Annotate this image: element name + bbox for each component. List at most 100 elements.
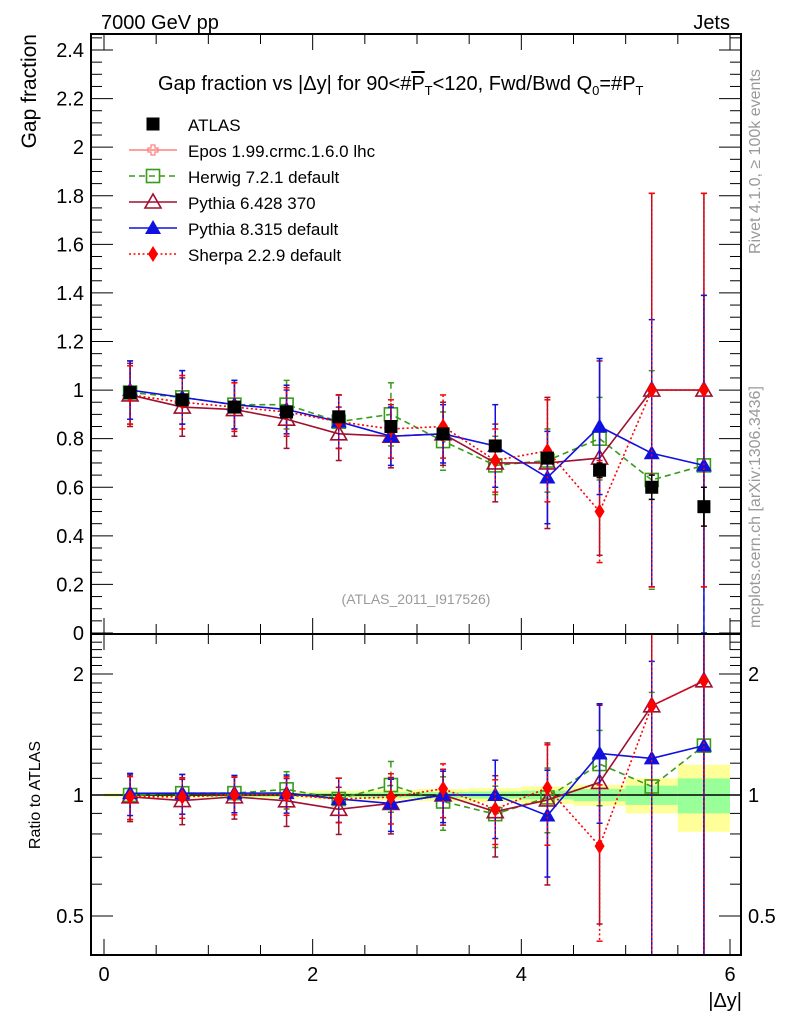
data-point [488,439,502,453]
series-line [129,389,704,514]
legend-item-pythia-6-428-370: Pythia 6.428 370 [129,192,316,213]
y-tick-label: 2 [73,137,84,159]
title-pt-sub: T [425,83,433,98]
mcplots-label: mcplots.cern.ch [arXiv:1306.3436] [747,386,764,628]
ratio-point [594,838,605,855]
legend-item-atlas: ATLAS [146,116,241,135]
legend-label: Epos 1.99.crmc.1.6.0 lhc [188,142,376,161]
ratio-y-tick-label: 0.5 [56,906,84,928]
ratio-y-tick-label: 2 [73,664,84,686]
y-tick-label: 0.8 [56,429,84,451]
main-series [120,192,714,634]
energy-label: 7000 GeV pp [101,12,219,34]
ratio-point [698,672,709,689]
y-tick-label: 1.8 [56,186,84,208]
ratio-point [542,779,553,796]
ratio-point [125,788,136,805]
ratio-point [591,745,608,760]
legend-item-herwig-7-2-1-default: Herwig 7.2.1 default [129,168,339,187]
data-point [227,400,241,414]
ratio-point [646,697,657,714]
title-pt: P [411,73,424,95]
x-axis-title: |Δy| [708,990,742,1012]
ratio-series-sherpa-2-2-9-default [125,633,709,956]
ratio-point [490,801,501,818]
ratio-point [281,787,292,803]
y-tick-label: 0.2 [56,574,84,596]
title-pt2: P [622,73,635,95]
data-point [645,480,659,494]
legend-label: ATLAS [188,116,241,135]
ratio-reference-band [104,764,730,832]
data-point [698,382,709,399]
y-tick-label: 1.6 [56,234,84,256]
legend-item-sherpa-2-2-9-default: Sherpa 2.2.9 default [129,246,341,265]
y-tick-label: 2.4 [56,40,84,62]
series-pythia-8-315-default [122,294,712,634]
y-tick-label: 0.6 [56,477,84,499]
legend-marker [143,192,163,209]
data-point [643,445,660,460]
ratio-point [229,787,240,803]
x-tick-label: 0 [98,964,109,986]
data-point [280,405,294,419]
y-tick-label: 0 [73,623,84,645]
ratio-y-tick-label: 1 [73,785,84,807]
legend-label: Herwig 7.2.1 default [188,168,339,187]
data-point [646,382,657,399]
title-eq: =# [599,73,623,95]
legend-marker [148,246,158,262]
data-point [384,420,398,434]
series-atlas [123,386,711,527]
category-label: Jets [693,12,730,34]
y-tick-label: 1 [73,380,84,402]
title-prefix: Gap fraction vs |Δy| for 90<# [158,73,412,95]
ratio-point [438,780,449,797]
data-point [593,463,607,477]
ratio-series-line [130,680,705,848]
x-tick-label: 6 [724,964,735,986]
data-point [540,451,554,465]
legend-marker [146,117,160,131]
data-point [697,500,711,514]
ratio-axes: 0.5 0.5 1 1 2 2 0 2 4 6 [56,634,776,986]
series-line [129,389,704,464]
ratio-point [177,788,188,805]
title-pt2-sub: T [636,83,644,98]
title-middle: <120, Fwd/Bwd Q [433,73,593,95]
legend-item-epos-1-99-crmc-1-6-0-lhc: Epos 1.99.crmc.1.6.0 lhc [129,142,376,161]
ratio-frame [90,633,742,956]
legend-label: Pythia 6.428 370 [188,194,316,213]
data-point [490,452,501,469]
title-q-sub: 0 [592,83,599,98]
ratio-series-line [130,744,705,817]
data-point [591,418,608,433]
data-point [123,386,137,400]
y-tick-label: 0.4 [56,526,84,548]
ratio-point [333,790,344,807]
legend-label: Sherpa 2.2.9 default [188,246,341,265]
y-tick-label: 2.2 [56,89,84,111]
rivet-version-label: Rivet 4.1.0, ≥ 100k events [747,69,764,254]
legend-marker [145,220,161,234]
legend-marker [145,168,161,184]
ratio-y-axis-title: Ratio to ATLAS [27,741,44,849]
data-point [594,503,605,520]
data-point [332,410,346,424]
legend-label: Pythia 8.315 default [188,220,339,239]
data-point [436,427,450,441]
legend: ATLAS Epos 1.99.crmc.1.6.0 lhc Herwig 7.2.… [129,116,376,265]
legend-marker [147,144,159,156]
main-axes: 0 0.2 0.4 0.6 0.8 1 1.2 1.4 1.6 1.8 2 2.2 2.4 [56,34,741,645]
ratio-y-tick-label-right: 0.5 [748,906,776,928]
y-axis-title: Gap fraction [18,34,41,148]
y-tick-label: 1.4 [56,283,84,305]
ratio-point [695,737,712,752]
series-line [129,389,705,479]
x-tick-label: 2 [307,964,318,986]
ratio-point [539,807,556,822]
legend-item-pythia-8-315-default: Pythia 8.315 default [129,220,339,239]
x-tick-label: 4 [516,964,527,986]
ratio-point [385,789,396,806]
